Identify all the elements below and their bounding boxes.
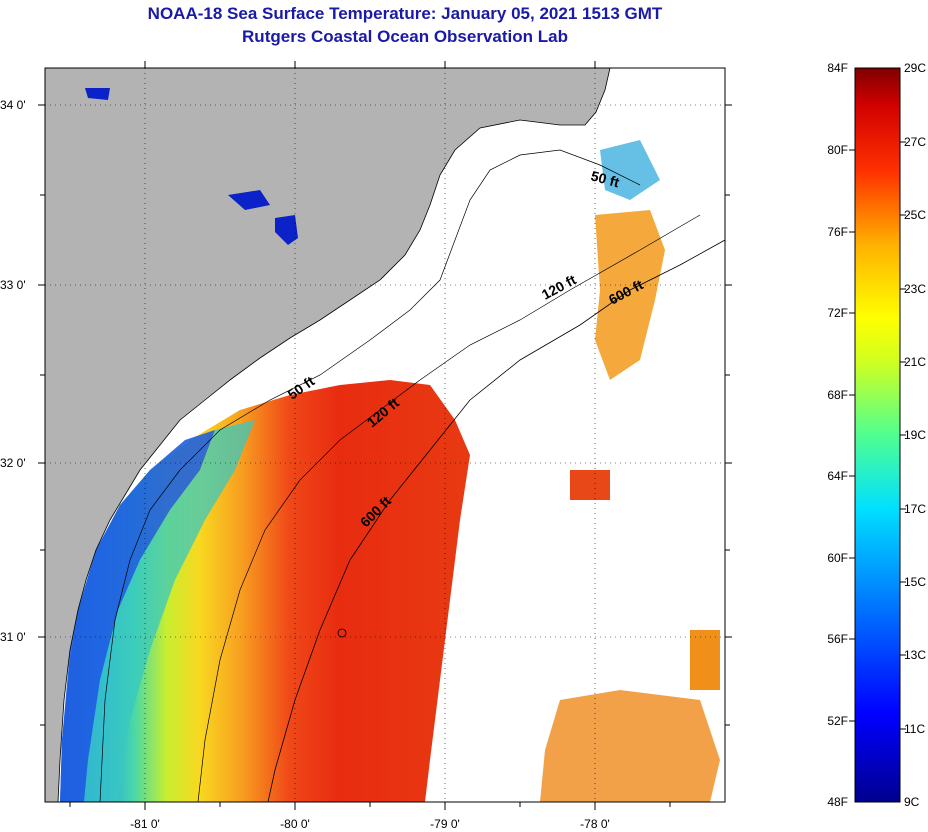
isobath-600ft (267, 239, 725, 802)
lon-label-80: -80 0' (280, 817, 310, 831)
warm-offshore-patch-2 (540, 690, 720, 802)
cbar-c-29: 29C (904, 61, 926, 75)
lat-label-31: 31 0' (0, 630, 26, 644)
cbar-c-17: 17C (904, 502, 926, 516)
isobath-50ft (99, 149, 641, 802)
cbar-c-13: 13C (904, 648, 926, 662)
lon-label-78: -78 0' (580, 817, 610, 831)
cbar-f-84: 84F (827, 61, 848, 75)
map-border (44, 67, 726, 803)
cbar-c-27: 27C (904, 135, 926, 149)
colorbar-ticks (849, 141, 906, 730)
cbar-c-9: 9C (904, 795, 920, 809)
cold-north-patch (600, 140, 660, 200)
axis-ticks (38, 61, 732, 810)
warm-edge-patch (690, 630, 720, 690)
lon-label-79: -79 0' (430, 817, 460, 831)
cbar-f-72: 72F (827, 306, 848, 320)
station-marker (337, 628, 347, 638)
coastline (57, 68, 611, 802)
cbar-c-19: 19C (904, 428, 926, 442)
lat-label-34: 34 0' (0, 98, 26, 112)
graticule (45, 68, 725, 802)
warm-offshore-patch (595, 210, 665, 380)
land-mass (45, 68, 610, 802)
map-title: NOAA-18 Sea Surface Temperature: January… (147, 4, 663, 23)
cbar-f-68: 68F (827, 388, 848, 402)
map-subtitle: Rutgers Coastal Ocean Observation Lab (242, 27, 568, 46)
warm-eddy-patch (570, 470, 610, 500)
cbar-f-52: 52F (827, 714, 848, 728)
cbar-c-25: 25C (904, 208, 926, 222)
cbar-c-21: 21C (904, 355, 926, 369)
lake-marion (228, 190, 270, 210)
lake-moultrie (275, 215, 298, 245)
cbar-c-15: 15C (904, 575, 926, 589)
cbar-f-48: 48F (827, 795, 848, 809)
lake-small (85, 88, 110, 100)
lat-label-32: 32 0' (0, 456, 26, 470)
cold-nearshore-water (60, 430, 215, 802)
cbar-f-80: 80F (827, 143, 848, 157)
lon-label-81: -81 0' (130, 817, 160, 831)
cbar-f-60: 60F (827, 551, 848, 565)
cbar-f-64: 64F (827, 469, 848, 483)
cbar-c-11: 11C (904, 722, 925, 736)
cool-transition-water (84, 420, 255, 802)
lat-label-33: 33 0' (0, 278, 26, 292)
contour-label-50ft-north: 50 ft (589, 167, 621, 190)
cbar-f-76: 76F (827, 225, 848, 239)
cbar-f-56: 56F (827, 632, 848, 646)
cbar-c-23: 23C (904, 282, 926, 296)
isobath-120ft (197, 214, 701, 802)
colorbar (854, 67, 901, 803)
